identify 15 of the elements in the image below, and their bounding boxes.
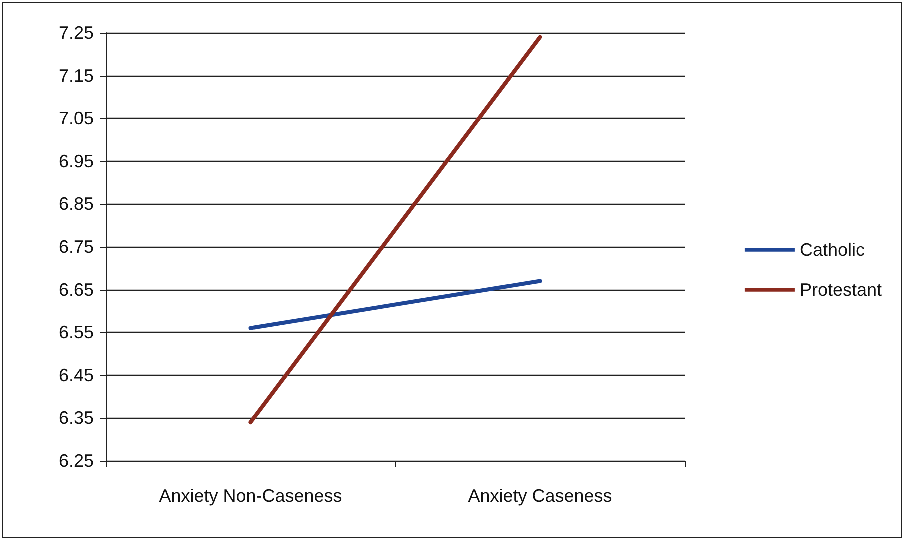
x-tick-label: Anxiety Caseness (468, 486, 612, 506)
x-tick-label: Anxiety Non-Caseness (159, 486, 342, 506)
y-tick-label: 7.05 (58, 108, 94, 129)
legend-label: Protestant (800, 280, 882, 300)
legend-label: Catholic (800, 240, 865, 260)
y-tick-label: 6.45 (58, 365, 94, 386)
y-tick-label: 6.65 (58, 280, 94, 300)
y-tick-label: 6.55 (58, 322, 94, 343)
y-tick-label: 6.85 (58, 194, 94, 214)
y-tick-label: 7.15 (58, 66, 94, 86)
y-tick-label: 6.25 (58, 451, 94, 471)
y-tick-label: 7.25 (58, 23, 94, 43)
y-tick-label: 6.75 (58, 237, 94, 257)
y-tick-label: 6.95 (58, 151, 94, 172)
y-tick-label: 6.35 (58, 408, 94, 428)
